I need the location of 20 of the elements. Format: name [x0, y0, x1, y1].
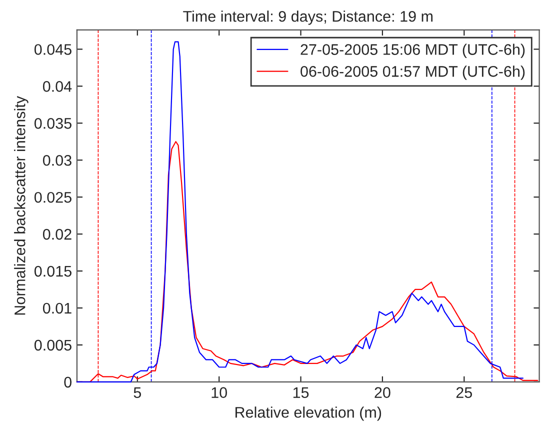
y-tick-label: 0.04: [42, 81, 72, 92]
chart-title: Time interval: 9 days; Distance: 19 m: [183, 10, 433, 25]
legend-label: 06-06-2005 01:57 MDT (UTC-6h): [300, 66, 525, 80]
x-tick-label: 10: [212, 387, 227, 398]
y-tick-label: 0: [64, 376, 72, 388]
y-tick-label: 0.01: [42, 302, 72, 314]
y-tick-label: 0.045: [34, 44, 72, 55]
x-tick-label: 15: [293, 387, 309, 398]
y-tick-label: 0.025: [34, 192, 72, 203]
y-tick-label: 0.015: [34, 266, 72, 277]
y-axis-title: Normalized backscatter intensity: [14, 96, 28, 315]
x-tick-label: 20: [374, 387, 390, 398]
y-tick-label: 0.005: [34, 340, 72, 351]
y-tick-label: 0.035: [34, 118, 72, 129]
x-axis-title: Relative elevation (m): [236, 406, 382, 421]
x-tick-label: 25: [456, 387, 472, 398]
y-tick-label: 0.02: [42, 228, 72, 240]
y-tick-label: 0.03: [42, 154, 72, 166]
x-tick-label: 5: [134, 387, 142, 398]
legend-label: 27-05-2005 15:06 MDT (UTC-6h): [300, 44, 525, 58]
